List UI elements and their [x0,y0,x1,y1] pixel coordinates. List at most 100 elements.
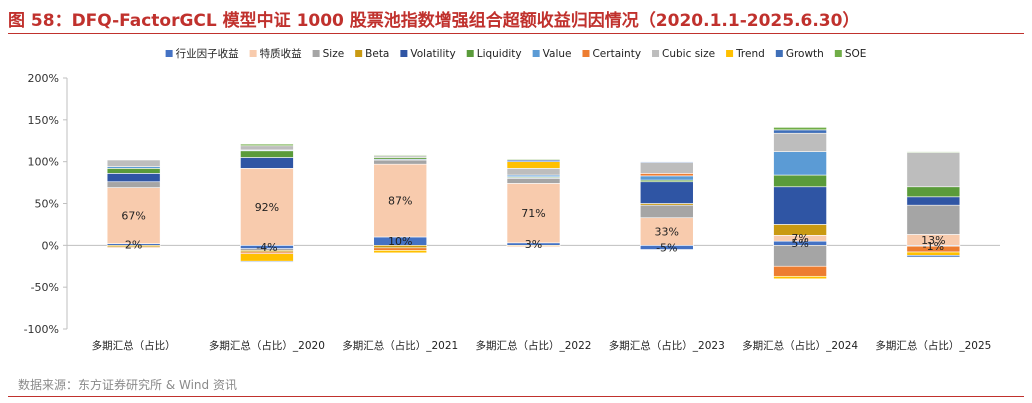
data-label: 7% [791,232,808,245]
legend-label: Cubic size [662,48,715,60]
bar-segment [639,181,694,204]
bar-segment [106,173,161,183]
data-label: -4% [256,241,277,254]
x-tick-label: 多期汇总（占比）_2024 [742,339,858,352]
legend-swatch [466,50,474,57]
bar-segment [639,162,694,174]
legend-swatch [312,50,320,57]
legend-label: Size [323,48,345,60]
data-label: 5% [791,237,808,250]
x-tick-label: 多期汇总（占比）_2023 [609,339,725,352]
data-label: 2% [125,238,142,251]
bar-segment [773,127,827,131]
bar-segment [639,161,694,163]
legend-item: Trend [726,48,765,60]
bar-segment [506,161,561,169]
legend-swatch [165,50,173,57]
bar-segment [106,159,161,167]
bar-segment [773,186,827,225]
bar-segment [106,168,161,174]
bar-segment [906,186,961,198]
data-label: 13% [921,234,945,247]
bar-segment [906,151,961,153]
bar-segment [773,275,827,280]
y-tick-label: 100% [28,156,59,169]
bar-segment [773,151,827,176]
legend-item: Growth [775,48,824,60]
bar-segment [773,129,827,134]
bar-segment [373,247,428,251]
bar-segment [240,253,294,262]
x-tick-label: 多期汇总（占比）_2020 [209,339,325,352]
y-axis: -100% -50% 0% 50% 100% 150% 200% [24,72,1000,336]
bar-segment [639,173,694,177]
data-label: 71% [521,207,545,220]
legend-swatch [249,50,257,57]
bar-segment [373,163,428,238]
legend-swatch [355,50,363,57]
y-tick-label: 50% [35,198,59,211]
bar-segment [906,204,961,235]
bar-segment [240,143,294,147]
y-tick-label: -50% [31,281,59,294]
legend-item: Size [312,48,345,60]
bar-area [106,127,961,280]
legend-swatch [726,50,734,57]
legend-item: SOE [834,48,867,60]
legend-label: 行业因子收益 [176,47,239,60]
legend-label: Volatility [410,48,455,60]
y-tick-label: 200% [28,72,59,85]
legend-label: Growth [786,48,824,60]
legend-item: Volatility [400,48,456,60]
x-tick-label: 多期汇总（占比） [92,339,176,352]
bar-segment [240,168,294,246]
bar-segment [106,246,161,249]
legend-swatch [775,50,783,57]
legend-swatch [400,50,408,57]
bar-segment [773,174,827,188]
bar-segment [506,245,561,248]
bar-segment [639,217,694,246]
legend-swatch [834,50,842,57]
legend-swatch [582,50,590,57]
title-divider [8,33,1024,34]
bar-segment [240,260,294,263]
data-label: 87% [388,195,412,208]
data-label: 3% [525,238,542,251]
legend-swatch [532,50,540,57]
y-tick-label: -100% [24,323,59,336]
legend-item: Value [532,48,572,60]
x-tick-label: 多期汇总（占比）_2025 [875,339,991,352]
legend-label: Liquidity [477,48,522,60]
legend-item: 特质收益 [249,47,302,60]
page-title: 图 58：DFQ-FactorGCL 模型中证 1000 股票池指数增强组合超额… [8,11,860,31]
bottom-divider [8,396,1024,397]
legend-label: SOE [845,48,867,60]
bar-segment [106,187,161,244]
data-label: -1% [923,240,944,253]
bar-segment [240,150,294,158]
chart-legend: 行业因子收益 特质收益 Size Beta Volatility Liquidity Val… [165,47,867,60]
data-label: 67% [121,210,145,223]
data-label: 33% [655,226,679,239]
legend-label: Certainty [592,48,641,60]
bar-segment [506,183,561,244]
legend-label: Beta [365,48,389,60]
bar-segment [906,196,961,206]
bar-segment [506,168,561,176]
bar-segment [240,145,294,151]
bar-segment [240,157,294,169]
x-axis: 多期汇总（占比） 多期汇总（占比）_2020 多期汇总（占比）_2021 多期汇总（占… [92,339,992,352]
data-label: 10% [388,235,412,248]
bar-segment [639,204,694,219]
bar-segment [106,181,161,188]
x-tick-label: 多期汇总（占比）_2021 [342,339,458,352]
legend-swatch [652,50,660,57]
y-tick-label: 0% [42,239,59,252]
bar-segment [906,255,961,258]
data-labels: 67% 2% 92% -4% 87% 10% 71% 3% 33% -5% 7%5% 13%-1% [121,195,945,255]
bar-segment [773,265,827,277]
legend-label: Value [543,48,572,60]
bar-segment [906,152,961,188]
